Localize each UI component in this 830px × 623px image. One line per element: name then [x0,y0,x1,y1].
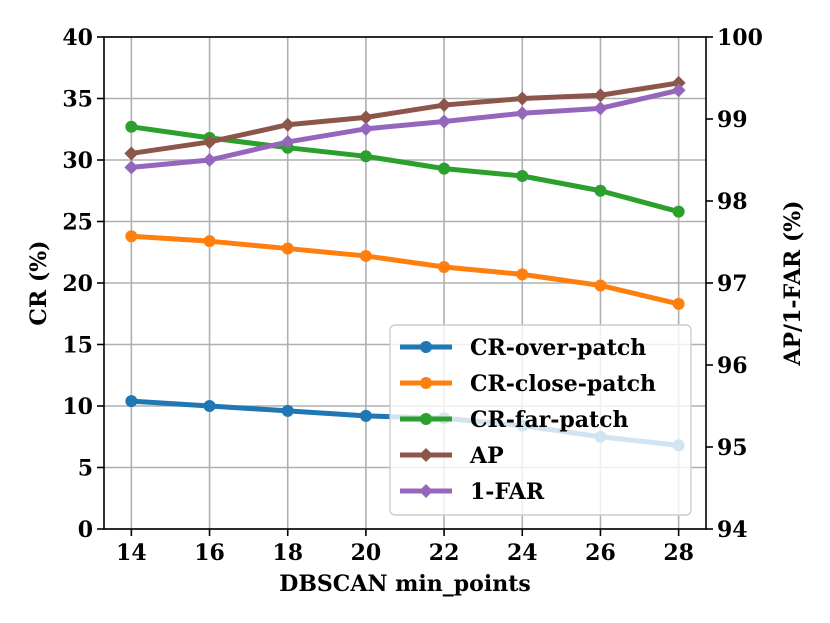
y2-tick-label: 98 [717,189,748,215]
legend-entry: CR-close-patch [400,371,656,397]
legend-box [389,324,692,516]
data-point [594,184,607,197]
legend-label: CR-over-patch [470,335,646,361]
data-point [280,117,295,132]
legend-marker [419,448,433,462]
y2-tick-label: 94 [717,517,748,543]
data-point [202,134,217,149]
y-tick-label: 30 [62,148,93,174]
x-tick-label: 20 [351,540,382,566]
x-tick-label: 28 [663,540,694,566]
data-point [516,268,529,281]
series-line [128,233,682,307]
data-point [280,134,295,149]
y-tick-label: 40 [62,25,93,51]
legend-label: CR-far-patch [470,407,629,433]
series-1-far [124,83,686,175]
series-line [128,80,682,156]
data-point [593,88,608,103]
legend-label: 1-FAR [470,479,545,505]
x-tick-label: 18 [272,540,303,566]
y2-tick-label: 96 [717,353,748,379]
legend-entry: 1-FAR [400,479,545,505]
series-ap [124,75,686,161]
data-point [438,261,451,274]
data-point [515,91,530,106]
data-point [359,150,372,163]
data-point [594,279,607,292]
x-axis-title: DBSCAN min_points [279,571,531,597]
y2-tick-label: 97 [717,271,748,297]
legend-marker [420,377,432,389]
y2-axis-title: AP/1-FAR (%) [780,200,806,366]
x-tick-label: 16 [194,540,225,566]
legend-entry: CR-over-patch [400,335,646,361]
y2-tick-label: 100 [717,25,763,51]
legend-entry: AP [400,443,504,469]
legend-marker [419,484,433,498]
series-line [128,87,682,170]
legend-label: AP [469,443,504,469]
data-point [671,75,686,90]
legend-entry: CR-far-patch [400,407,629,433]
data-point [202,153,217,167]
series-cr-close-patch [125,230,685,310]
legend-label: CR-close-patch [470,371,656,397]
y-tick-label: 20 [62,271,93,297]
x-tick-label: 22 [429,540,460,566]
y-tick-label: 15 [62,333,93,359]
data-point [437,114,452,129]
data-point [281,242,294,255]
ticks: 14 16 18 20 22 24 26 28 0 5 10 15 20 25 30 35 40 94 95 96 97… [62,25,763,566]
data-point [671,83,686,98]
y-tick-label: 5 [78,456,93,482]
legend: CR-over-patch CR-close-patch CR-far-patch A… [389,324,692,516]
data-point [125,395,138,408]
legend-marker [420,413,432,425]
data-point [672,297,685,310]
data-point [438,162,451,175]
y-tick-label: 35 [62,87,93,113]
data-point [593,101,608,116]
data-point [125,120,138,133]
legend-marker [420,341,432,353]
data-point [358,121,373,136]
data-point [515,106,530,121]
x-tick-label: 26 [585,540,616,566]
x-tick-label: 24 [507,540,538,566]
data-point [516,169,529,182]
data-point [281,404,294,417]
y-tick-label: 25 [62,210,93,236]
y-tick-label: 10 [62,394,93,420]
data-point [359,249,372,262]
data-point [124,146,139,161]
y-axis-title: CR (%) [26,240,52,325]
y-tick-label: 0 [78,517,93,543]
data-point [203,235,216,248]
y2-tick-label: 95 [717,435,748,461]
data-point [672,205,685,218]
data-point [125,230,138,243]
data-point [437,98,452,113]
data-point [358,110,373,125]
data-point [124,160,139,175]
data-point [203,400,216,412]
data-point [359,409,372,422]
x-tick-label: 14 [116,540,147,566]
y2-tick-label: 99 [717,107,748,133]
